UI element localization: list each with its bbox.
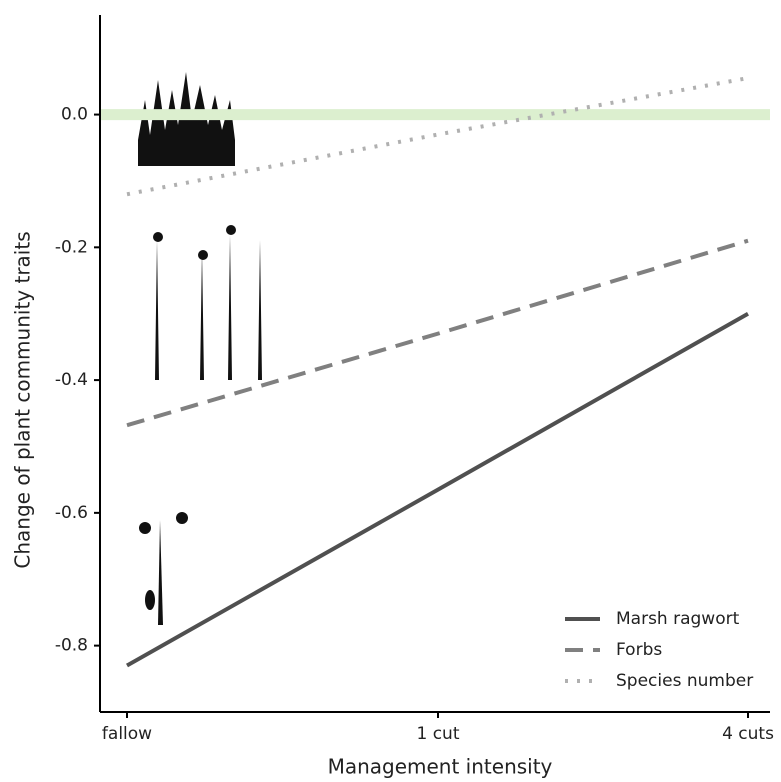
legend-label: Forbs: [616, 640, 662, 660]
x-tick-label: fallow: [102, 724, 152, 744]
y-tick-label: -0.6: [55, 503, 88, 523]
series-line: [127, 241, 748, 426]
x-axis-label: Management intensity: [328, 755, 553, 779]
x-tick-label: 4 cuts: [722, 724, 774, 744]
y-tick-label: 0.0: [61, 105, 88, 125]
y-tick-label: -0.4: [55, 370, 88, 390]
y-tick-label: -0.2: [55, 237, 88, 257]
legend-label: Marsh ragwort: [616, 609, 740, 629]
y-tick-label: -0.8: [55, 636, 88, 656]
legend-label: Species number: [616, 671, 753, 691]
plant-silhouettes: [138, 72, 262, 625]
y-axis-label: Change of plant community traits: [11, 231, 35, 568]
x-tick-label: 1 cut: [416, 724, 459, 744]
chart: Management intensity Change of plant com…: [0, 0, 781, 782]
